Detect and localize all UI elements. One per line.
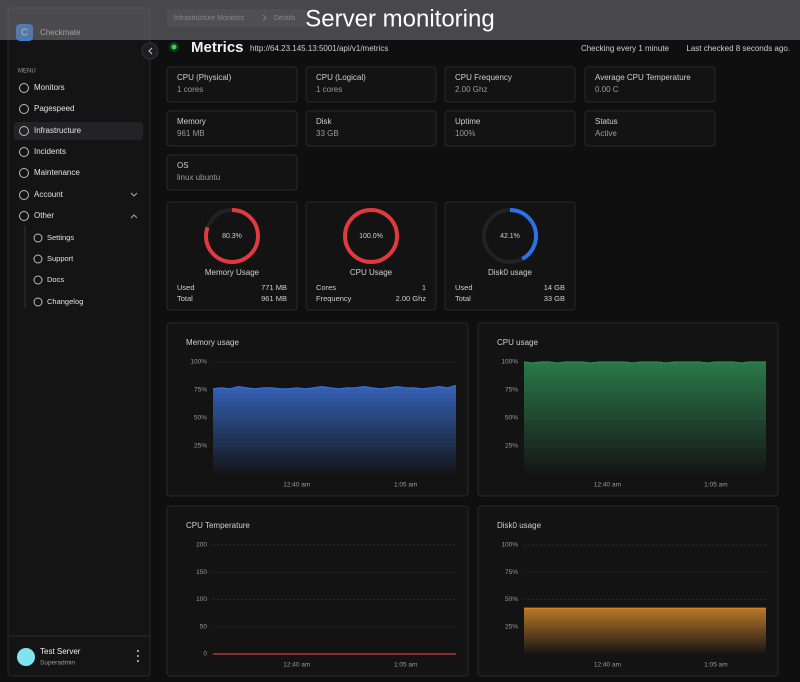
x-tick-label: 12:40 am <box>283 662 310 669</box>
x-tick-label: 1:05 am <box>704 482 728 489</box>
stat-label: CPU (Logical) <box>316 73 366 82</box>
gauge-row-label: Total <box>455 294 471 303</box>
gauge-name: Disk0 usage <box>488 268 533 277</box>
stat-label: CPU (Physical) <box>177 73 232 82</box>
chart-title: CPU usage <box>497 338 538 347</box>
stat-value: 0.00 C <box>595 85 619 94</box>
nav-item[interactable]: Account <box>34 190 64 199</box>
stat-value: 100% <box>455 129 475 138</box>
chart-title: Disk0 usage <box>497 521 542 530</box>
stat-label: Status <box>595 117 618 126</box>
stat-label: OS <box>177 161 189 170</box>
y-tick-label: 100 <box>196 596 207 603</box>
y-tick-label: 50% <box>505 596 518 603</box>
nav-item[interactable]: Other <box>34 211 54 220</box>
nav-subitem[interactable]: Settings <box>47 233 74 242</box>
y-tick-label: 75% <box>505 387 518 394</box>
y-tick-label: 200 <box>196 542 207 549</box>
stat-label: Disk <box>316 117 333 126</box>
sidebar <box>8 8 150 676</box>
stat-value: 961 MB <box>177 129 205 138</box>
x-tick-label: 12:40 am <box>283 482 310 489</box>
menu-dot <box>137 655 139 657</box>
gauge-row-value: 2.00 Ghz <box>396 294 427 303</box>
gauge-row-label: Total <box>177 294 193 303</box>
gauge-row-label: Frequency <box>316 294 352 303</box>
monitor-url: http://64.23.145.13:5001/api/v1/metrics <box>250 44 388 53</box>
stat-value: 33 GB <box>316 129 339 138</box>
y-tick-label: 50% <box>505 415 518 422</box>
menu-label: MENU <box>18 69 36 75</box>
collapse-button[interactable] <box>142 43 158 59</box>
stat-label: CPU Frequency <box>455 73 512 82</box>
gauge-row-value: 1 <box>422 283 426 292</box>
chart-panel <box>167 506 468 676</box>
nav-subitem[interactable]: Docs <box>47 275 64 284</box>
stat-value: 1 cores <box>177 85 203 94</box>
last-checked: Last checked 8 seconds ago. <box>686 44 790 53</box>
y-tick-label: 25% <box>194 443 207 450</box>
x-tick-label: 1:05 am <box>394 482 418 489</box>
user-role: Superadmin <box>40 660 75 667</box>
x-tick-label: 12:40 am <box>594 662 621 669</box>
user-name: Test Server <box>40 647 81 656</box>
y-tick-label: 75% <box>505 569 518 576</box>
y-tick-label: 25% <box>505 443 518 450</box>
chart-title: CPU Temperature <box>186 521 250 530</box>
stat-label: Memory <box>177 117 206 126</box>
stat-value: Active <box>595 129 617 138</box>
area-fill <box>524 608 766 654</box>
nav-item[interactable]: Maintenance <box>34 168 80 177</box>
stat-label: Uptime <box>455 117 481 126</box>
nav-subitem[interactable]: Changelog <box>47 297 83 306</box>
y-tick-label: 100% <box>190 359 207 366</box>
menu-dot <box>137 660 139 662</box>
y-tick-label: 75% <box>194 387 207 394</box>
nav-item[interactable]: Infrastructure <box>34 126 82 135</box>
x-tick-label: 1:05 am <box>704 662 728 669</box>
y-tick-label: 100% <box>501 542 518 549</box>
gauge-value: 42.1% <box>500 233 520 240</box>
gauge-value: 100.0% <box>359 233 383 240</box>
x-tick-label: 1:05 am <box>394 662 418 669</box>
gauge-row-value: 33 GB <box>544 294 565 303</box>
y-tick-label: 50% <box>194 415 207 422</box>
gauge-row-label: Used <box>455 283 473 292</box>
gauge-row-value: 14 GB <box>544 283 565 292</box>
gauge-row-label: Used <box>177 283 195 292</box>
page-title: Metrics <box>191 39 244 56</box>
y-tick-label: 150 <box>196 569 207 576</box>
y-tick-label: 0 <box>203 651 207 658</box>
gauge-value: 80.3% <box>222 233 242 240</box>
y-tick-label: 25% <box>505 623 518 630</box>
gauge-row-label: Cores <box>316 283 336 292</box>
y-tick-label: 100% <box>501 359 518 366</box>
chart-title: Memory usage <box>186 338 239 347</box>
gauge-row-value: 961 MB <box>261 294 287 303</box>
x-tick-label: 12:40 am <box>594 482 621 489</box>
nav-item[interactable]: Incidents <box>34 147 66 156</box>
gauge-row-value: 771 MB <box>261 283 287 292</box>
nav-subitem[interactable]: Support <box>47 254 74 263</box>
gauge-name: Memory Usage <box>205 268 260 277</box>
y-tick-label: 50 <box>200 623 208 630</box>
stat-value: 2.00 Ghz <box>455 85 487 94</box>
area-fill <box>524 362 766 474</box>
gauge-name: CPU Usage <box>350 268 393 277</box>
stat-value: linux ubuntu <box>177 173 220 182</box>
interval: Checking every 1 minute <box>581 44 670 53</box>
overlay-title: Server monitoring <box>305 5 494 32</box>
menu-dot <box>137 650 139 652</box>
avatar <box>17 648 35 666</box>
area-fill <box>213 386 456 475</box>
stat-label: Average CPU Temperature <box>595 73 691 82</box>
nav-item[interactable]: Pagespeed <box>34 104 74 113</box>
stat-value: 1 cores <box>316 85 342 94</box>
nav-item[interactable]: Monitors <box>34 83 65 92</box>
status-dot <box>172 45 177 50</box>
